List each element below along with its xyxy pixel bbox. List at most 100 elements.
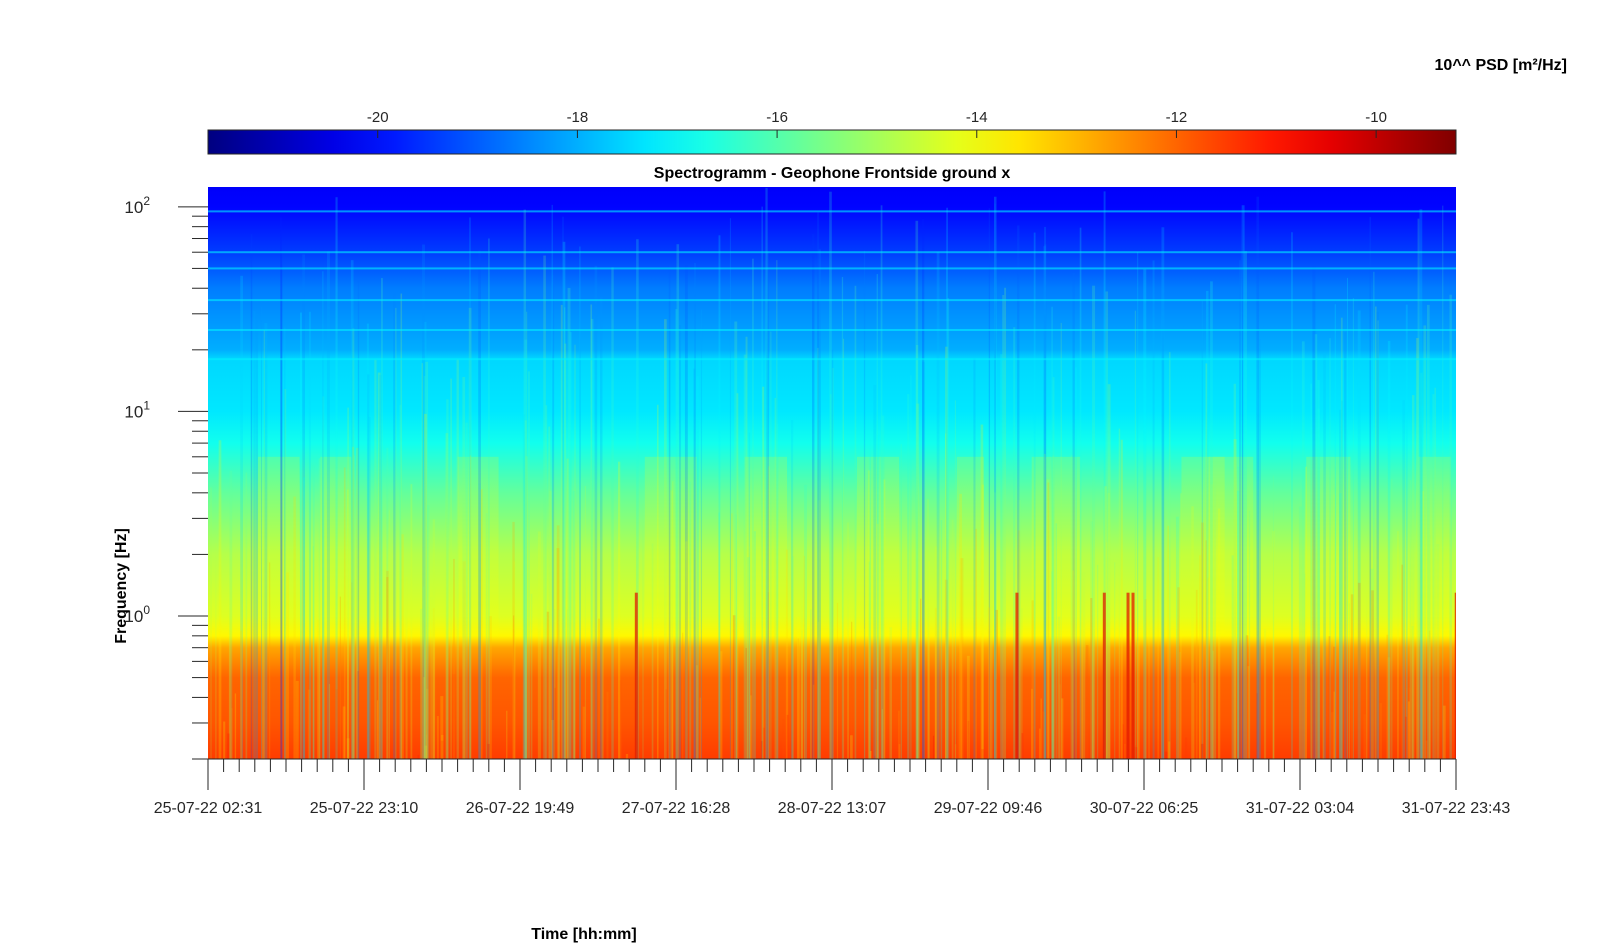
- spectral-streak: [261, 527, 265, 759]
- transient-event: [634, 592, 638, 759]
- spectral-streak: [1144, 599, 1147, 759]
- resonance-line: [208, 267, 1456, 270]
- spectral-streak: [470, 455, 472, 759]
- x-axis-ticks: [207, 759, 1457, 790]
- activity-band: [1306, 456, 1351, 636]
- spectral-streak: [1346, 277, 1348, 759]
- spectral-streak: [1157, 557, 1159, 759]
- spectral-streak: [386, 447, 389, 759]
- spectral-streak: [1046, 479, 1050, 759]
- spectral-streak: [747, 557, 750, 759]
- y-tick-label-2: 102: [124, 194, 150, 217]
- spectral-streak: [1379, 703, 1382, 759]
- spectral-streak: [1002, 295, 1005, 759]
- spectral-streak: [284, 327, 286, 759]
- spectral-streak: [250, 234, 253, 759]
- spectral-streak: [240, 275, 243, 759]
- spectral-streak: [753, 531, 756, 759]
- spectral-streak: [1021, 608, 1023, 759]
- spectral-streak: [1329, 338, 1331, 759]
- spectral-streak: [729, 218, 731, 759]
- x-tick-label: 28-07-22 13:07: [778, 800, 887, 817]
- spectral-streak: [485, 512, 488, 759]
- y-tick-exponent: 2: [143, 194, 150, 208]
- spectral-streak: [579, 246, 581, 759]
- spectral-streak: [817, 212, 820, 759]
- spectral-streak: [368, 417, 371, 759]
- spectral-streak: [240, 630, 242, 759]
- spectral-streak: [1198, 648, 1201, 759]
- spectral-streak: [268, 562, 271, 759]
- spectral-streak: [1052, 377, 1055, 759]
- spectral-streak: [672, 481, 674, 759]
- transient-event: [1102, 592, 1106, 759]
- spectral-streak: [1350, 594, 1354, 759]
- spectral-streak: [326, 251, 330, 759]
- spectral-streak: [1442, 205, 1444, 759]
- spectral-streak: [234, 693, 237, 759]
- spectral-streak: [312, 546, 314, 759]
- spectral-streak: [606, 691, 609, 759]
- spectral-streak: [818, 249, 821, 759]
- spectral-streak: [1323, 354, 1326, 759]
- spectral-streak: [770, 331, 772, 759]
- spectral-streak: [410, 484, 413, 759]
- spectral-streak: [842, 338, 845, 759]
- spectral-streak: [889, 627, 893, 759]
- spectral-streak: [478, 483, 481, 759]
- spectral-streak: [1256, 693, 1259, 759]
- spectral-streak: [1369, 216, 1372, 759]
- spectral-streak: [746, 619, 749, 759]
- spectral-streak: [1436, 543, 1440, 759]
- spectral-streak: [1075, 367, 1077, 759]
- spectral-streak: [556, 548, 560, 759]
- spectral-streak: [1031, 600, 1034, 759]
- spectral-streak: [782, 718, 785, 759]
- spectral-streak: [381, 278, 383, 759]
- spectral-streak: [564, 343, 567, 759]
- spectral-streak: [323, 505, 325, 759]
- spectral-streak: [1134, 747, 1138, 759]
- spectral-streak: [426, 505, 430, 759]
- spectral-streak: [1236, 490, 1240, 759]
- spectral-streak: [1357, 310, 1361, 759]
- spectral-streak: [293, 496, 296, 759]
- spectral-streak: [1298, 506, 1302, 759]
- spectral-streak: [522, 682, 524, 759]
- spectral-streak: [993, 196, 997, 759]
- spectral-streak: [1195, 589, 1198, 759]
- spectral-streak: [1201, 301, 1204, 759]
- spectral-streak: [767, 592, 770, 759]
- spectral-streak: [959, 493, 962, 759]
- spectral-streak: [752, 258, 754, 759]
- spectral-streak: [462, 376, 466, 759]
- spectral-streak: [790, 419, 794, 759]
- spectral-streak: [1081, 613, 1083, 759]
- spectral-streak: [766, 251, 770, 759]
- spectral-streak: [994, 203, 996, 759]
- spectral-streak: [1207, 577, 1209, 759]
- spectral-streak: [423, 413, 427, 759]
- colorbar-gradient: [207, 129, 1457, 155]
- spectral-streak: [210, 487, 212, 759]
- spectral-streak: [357, 280, 360, 759]
- spectral-streak: [995, 679, 997, 759]
- spectral-streak: [395, 307, 397, 759]
- spectral-streak: [668, 585, 671, 759]
- spectral-streak: [1258, 339, 1261, 759]
- spectral-streak: [527, 371, 530, 759]
- spectral-streak: [676, 244, 680, 759]
- spectral-streak: [1017, 530, 1021, 759]
- spectral-streak: [1237, 466, 1239, 759]
- spectral-streak: [651, 543, 654, 759]
- spectral-streak: [549, 490, 552, 759]
- spectral-streak: [1085, 645, 1089, 759]
- x-tick-label: 27-07-22 16:28: [622, 800, 731, 817]
- chart-title: Spectrogramm - Geophone Frontside ground…: [654, 165, 1011, 182]
- spectral-streak: [556, 525, 560, 759]
- spectral-streak: [731, 513, 733, 759]
- spectral-streak: [1018, 499, 1022, 759]
- spectral-streak: [1210, 281, 1213, 759]
- spectral-streak: [562, 241, 566, 759]
- y-tick-exponent: 0: [143, 603, 150, 617]
